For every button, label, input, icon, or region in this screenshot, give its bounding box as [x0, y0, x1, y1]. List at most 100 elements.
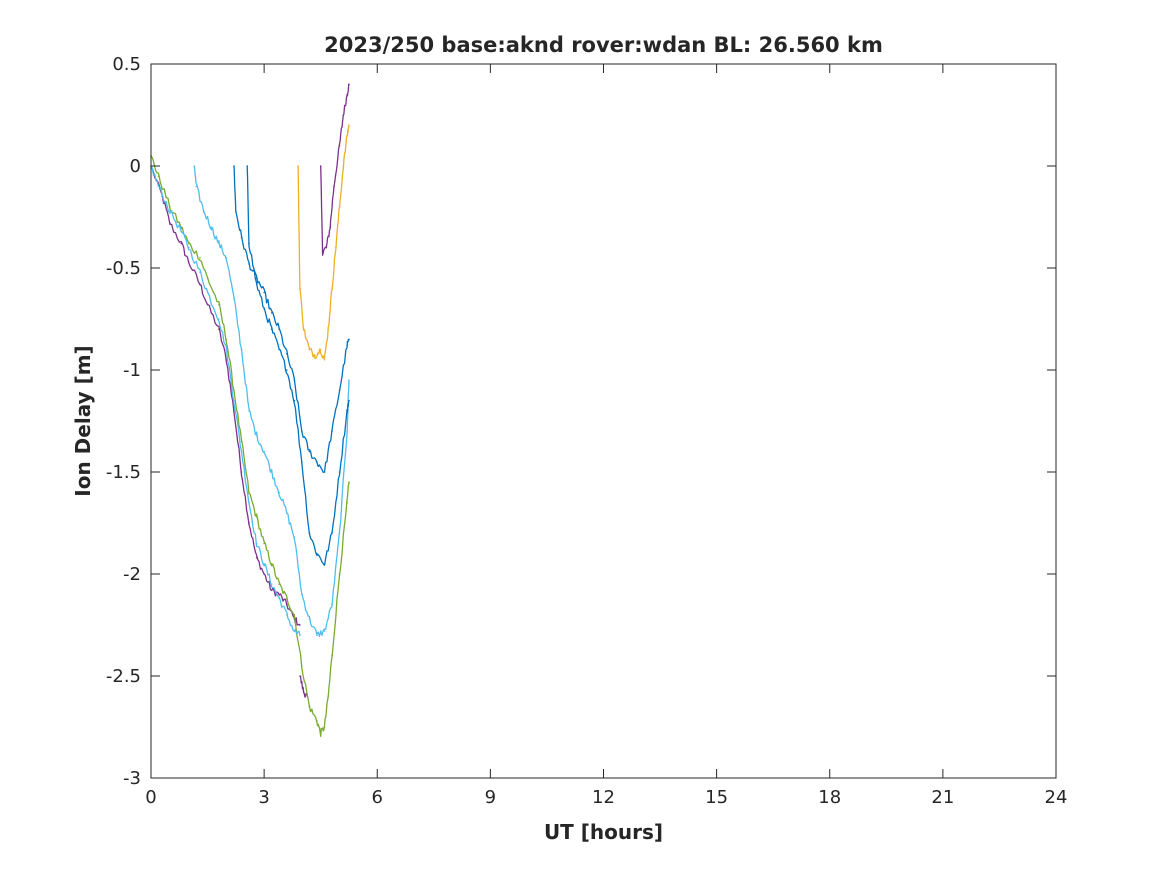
series-point: [335, 246, 337, 249]
series-point: [240, 450, 243, 453]
series-point: [286, 512, 288, 514]
series-point: [329, 226, 331, 228]
series-point: [203, 210, 205, 212]
series-point: [218, 318, 220, 320]
series-line: [193, 165, 350, 638]
x-tick-label: 9: [485, 787, 496, 808]
series-point: [331, 532, 333, 534]
tick-layer: 0 3 6 9 12 15 18 21 24 0.5 0 -0.5 -1 -1.5 -2 -2.5 -3: [106, 54, 1068, 808]
y-axis-label: Ion Delay [m]: [71, 345, 95, 496]
y-tick-label: -2.5: [106, 666, 141, 687]
series-point: [248, 242, 250, 245]
series-point: [199, 257, 201, 259]
series-trace: [193, 165, 350, 638]
series-point: [346, 134, 348, 137]
series-point: [302, 691, 305, 694]
series-point: [240, 236, 243, 239]
plot-area: [151, 64, 1056, 778]
series-point: [255, 556, 258, 559]
series-point: [331, 430, 333, 433]
series-point: [187, 242, 190, 245]
series-line: [150, 155, 350, 738]
series-point: [278, 597, 281, 600]
x-tick-label: 0: [145, 787, 156, 808]
series-point: [180, 226, 182, 228]
series-point: [248, 263, 250, 265]
series-trace: [297, 124, 350, 361]
series-point: [270, 312, 273, 314]
series-point: [327, 328, 330, 331]
series-point: [286, 597, 288, 600]
series-point: [348, 379, 350, 382]
series-point: [286, 352, 288, 355]
series-point: [255, 277, 258, 280]
series-point: [263, 542, 265, 545]
series-point: [210, 226, 213, 228]
y-tick-label: -3: [123, 768, 141, 789]
series-point: [157, 175, 160, 177]
series-point: [263, 308, 265, 310]
y-tick-label: 0.5: [112, 54, 141, 75]
y-tick-label: -1.5: [106, 462, 141, 483]
series-point: [301, 593, 303, 596]
series-point: [346, 501, 348, 504]
x-axis-label: UT [hours]: [544, 820, 663, 844]
series-layer: [150, 83, 350, 738]
x-tick-label: 24: [1045, 787, 1068, 808]
series-point: [308, 618, 311, 620]
series-point: [255, 434, 258, 437]
series-point: [308, 450, 311, 453]
series-point: [169, 210, 171, 212]
series-point: [346, 430, 348, 433]
series-point: [331, 603, 333, 606]
series-point: [299, 634, 301, 636]
series-point: [338, 471, 341, 473]
series-point: [314, 354, 316, 357]
series-point: [293, 630, 296, 632]
series-trace: [246, 165, 350, 566]
series-point: [270, 563, 273, 565]
series-point: [218, 242, 220, 245]
series-point: [199, 283, 201, 286]
series-point: [301, 430, 303, 433]
series-point: [199, 271, 201, 273]
series-point: [270, 589, 273, 592]
series-point: [263, 563, 265, 565]
series-point: [240, 471, 243, 473]
series-point: [195, 185, 198, 188]
series-point: [297, 165, 299, 167]
series-point: [233, 399, 235, 402]
series-point: [319, 348, 322, 351]
series-point: [278, 583, 281, 585]
y-tick-label: -0.5: [106, 258, 141, 279]
series-point: [255, 542, 258, 545]
series-point: [225, 359, 228, 361]
series-point: [225, 257, 228, 259]
series-point: [233, 165, 235, 167]
series-point: [235, 210, 237, 212]
series-point: [333, 185, 335, 188]
series-point: [346, 344, 348, 347]
series-point: [225, 348, 228, 351]
chart-title: 2023/250 base:aknd rover:wdan BL: 26.560…: [324, 33, 883, 57]
series-point: [302, 328, 305, 331]
series-line: [233, 165, 350, 474]
series-point: [233, 389, 235, 392]
series-point: [233, 297, 235, 300]
series-point: [225, 338, 228, 341]
series-point: [169, 206, 171, 208]
series-point: [293, 614, 296, 616]
series-point: [193, 165, 196, 167]
series-trace: [150, 165, 301, 636]
series-trace: [233, 165, 350, 474]
series-point: [338, 532, 341, 534]
series-point: [278, 593, 281, 596]
series-point: [321, 250, 324, 253]
series-point: [299, 675, 301, 677]
series-point: [316, 720, 318, 722]
series-point: [248, 522, 250, 524]
series-point: [278, 348, 281, 351]
series-point: [348, 481, 350, 484]
series-point: [157, 185, 160, 188]
